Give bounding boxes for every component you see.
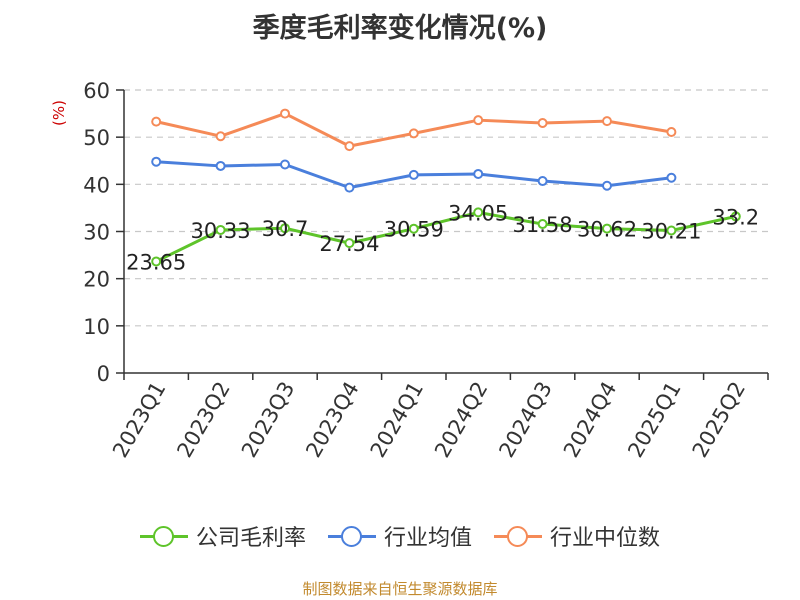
data-point: [408, 128, 419, 139]
legend-swatch-company: [139, 525, 188, 547]
legend-swatch-industry-mean: [327, 525, 376, 547]
legend-label-industry-mean: 行业均值: [383, 526, 472, 551]
data-point: [473, 115, 484, 126]
data-label: 30.33: [191, 219, 251, 243]
data-point: [537, 219, 548, 230]
legend-item-company[interactable]: 公司毛利率: [139, 520, 306, 552]
data-point: [666, 225, 677, 236]
y-tick-label: 50: [83, 126, 110, 150]
data-point: [537, 176, 548, 187]
data-label: 27.54: [319, 232, 379, 256]
data-label: 31.58: [513, 213, 573, 237]
x-tick-label: 2024Q1: [366, 378, 428, 462]
x-tick-label: 2023Q3: [237, 378, 299, 462]
data-point: [666, 172, 677, 183]
data-point: [151, 156, 162, 167]
data-label: 23.65: [126, 250, 186, 274]
y-tick-label: 60: [83, 79, 110, 103]
data-point: [473, 168, 484, 179]
y-tick-label: 40: [83, 173, 110, 197]
x-tick-label: 2023Q1: [108, 378, 170, 462]
legend: 公司毛利率 行业均值 行业中位数: [0, 520, 800, 552]
legend-label-company: 公司毛利率: [195, 526, 306, 551]
data-point: [602, 223, 612, 234]
data-point: [151, 256, 162, 267]
y-tick-label: 30: [83, 221, 110, 245]
data-point: [280, 108, 290, 119]
data-point: [215, 160, 226, 171]
data-point: [151, 116, 162, 127]
data-point: [344, 141, 355, 152]
series-line-0: [155, 210, 737, 263]
data-point: [408, 223, 419, 234]
y-tick-label: 20: [83, 268, 110, 292]
x-tick-label: 2025Q1: [623, 378, 685, 462]
data-label: 34.05: [448, 201, 508, 225]
y-tick-label: 0: [97, 362, 110, 386]
x-tick-label: 2024Q3: [494, 378, 556, 462]
data-point: [537, 118, 548, 129]
data-point: [730, 211, 741, 222]
data-label: 30.7: [262, 217, 309, 241]
data-point: [280, 159, 290, 170]
legend-swatch-industry-median: [494, 525, 542, 547]
data-point: [408, 169, 419, 180]
data-point: [280, 223, 290, 234]
data-point: [666, 126, 677, 137]
data-point: [344, 182, 355, 193]
legend-label-industry-median: 行业中位数: [550, 526, 661, 551]
data-label: 33.2: [712, 205, 759, 229]
data-point: [602, 180, 612, 191]
x-tick-label: 2025Q2: [688, 378, 750, 462]
x-tick-label: 2024Q2: [430, 378, 492, 462]
data-point: [602, 116, 612, 127]
data-point: [344, 238, 355, 249]
data-label: 30.62: [577, 218, 637, 242]
legend-item-industry-mean[interactable]: 行业均值: [327, 520, 472, 552]
data-point: [473, 207, 484, 218]
legend-item-industry-median[interactable]: 行业中位数: [494, 520, 660, 552]
x-tick-label: 2023Q4: [301, 378, 363, 462]
data-source-note: 制图数据来自恒生聚源数据库: [302, 580, 498, 598]
x-tick-label: 2023Q2: [172, 378, 234, 462]
x-tick-label: 2024Q4: [559, 378, 621, 462]
chart-title: 季度毛利率变化情况(%): [252, 13, 548, 44]
data-point: [215, 131, 226, 142]
data-label: 30.59: [384, 218, 444, 242]
data-point: [215, 224, 226, 235]
data-label: 30.21: [641, 220, 701, 244]
y-tick-label: 10: [83, 315, 110, 339]
